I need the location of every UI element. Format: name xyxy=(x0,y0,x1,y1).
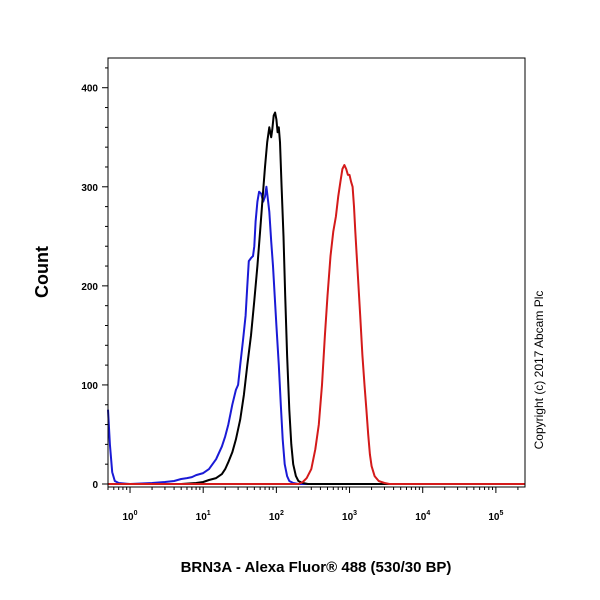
series-line-3 xyxy=(108,164,525,485)
series-line-2 xyxy=(108,111,525,485)
y-tick-label: 400 xyxy=(81,84,98,95)
y-axis-title: Count xyxy=(32,246,52,298)
y-tick-label: 100 xyxy=(81,381,98,392)
series-line-1 xyxy=(107,185,525,485)
y-tick-label: 0 xyxy=(92,480,98,491)
x-axis: 100 101 102 103 104 105 xyxy=(107,487,519,523)
x-tick-label: 104 xyxy=(415,510,430,523)
x-tick-label: 100 xyxy=(123,510,138,523)
x-tick-label: 103 xyxy=(342,510,357,523)
x-axis-title: BRN3A - Alexa Fluor® 488 (530/30 BP) xyxy=(181,559,452,576)
x-tick-label: 101 xyxy=(196,510,211,523)
x-tick-label: 105 xyxy=(488,510,503,523)
plot-frame xyxy=(107,57,526,488)
y-tick-label: 200 xyxy=(81,282,98,293)
y-axis: 0 100 200 300 400 xyxy=(81,67,108,491)
copyright-notice: Copyright (c) 2017 Abcam Plc xyxy=(532,291,546,450)
y-tick-label: 300 xyxy=(81,183,98,194)
series-layer xyxy=(107,111,525,485)
x-tick-label: 102 xyxy=(269,510,284,523)
